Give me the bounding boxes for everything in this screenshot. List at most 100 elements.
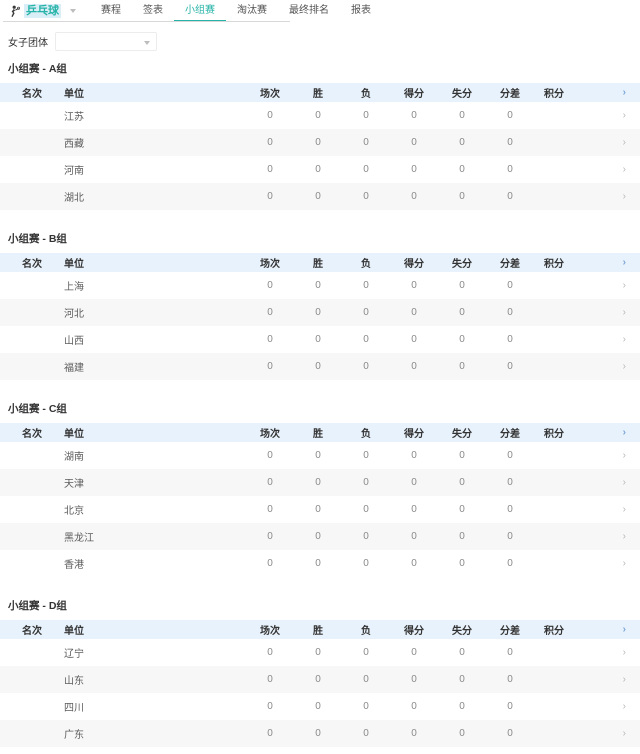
- team-matches: 0: [267, 450, 273, 461]
- table-tennis-player-icon: [7, 5, 20, 18]
- team-row[interactable]: 香港 0 0 0 0 0 0 ›: [0, 550, 640, 577]
- chevron-right-icon[interactable]: ›: [622, 646, 626, 658]
- chevron-right-icon[interactable]: ›: [622, 503, 626, 515]
- team-row[interactable]: 广东 0 0 0 0 0 0 ›: [0, 720, 640, 747]
- team-row[interactable]: 湖南 0 0 0 0 0 0 ›: [0, 442, 640, 469]
- team-row[interactable]: 上海 0 0 0 0 0 0 ›: [0, 272, 640, 299]
- col-header-losses: 负: [361, 626, 371, 637]
- team-row[interactable]: 北京 0 0 0 0 0 0 ›: [0, 496, 640, 523]
- team-points-for: 0: [411, 504, 417, 515]
- group-rows: 上海 0 0 0 0 0 0 › 河北 0 0 0 0 0 0 › 山西 0 0…: [0, 272, 640, 380]
- team-losses: 0: [363, 558, 369, 569]
- team-name: 广东: [64, 730, 84, 741]
- top-navbar: 乒乓球 赛程 签表 小组赛 淘汰赛 最终排名 报表: [0, 0, 640, 22]
- col-header-team: 单位: [64, 429, 84, 440]
- chevron-right-icon[interactable]: ›: [622, 360, 626, 372]
- team-row[interactable]: 辽宁 0 0 0 0 0 0 ›: [0, 639, 640, 666]
- event-filter-label: 女子团体: [8, 38, 48, 49]
- team-row[interactable]: 湖北 0 0 0 0 0 0 ›: [0, 183, 640, 210]
- team-row[interactable]: 四川 0 0 0 0 0 0 ›: [0, 693, 640, 720]
- chevron-right-icon[interactable]: ›: [622, 190, 626, 202]
- chevron-right-icon[interactable]: ›: [622, 279, 626, 291]
- col-header-points: 积分: [544, 259, 564, 270]
- team-row[interactable]: 山西 0 0 0 0 0 0 ›: [0, 326, 640, 353]
- team-row[interactable]: 澳门 0 0 0 0 0 0 ›: [0, 747, 640, 754]
- nav-tab-1[interactable]: 签表: [143, 5, 163, 16]
- chevron-right-icon[interactable]: ›: [622, 476, 626, 488]
- nav-tab-4[interactable]: 最终排名: [289, 5, 329, 16]
- col-header-team: 单位: [64, 89, 84, 100]
- team-points-against: 0: [459, 280, 465, 291]
- team-point-diff: 0: [507, 164, 513, 175]
- team-point-diff: 0: [507, 531, 513, 542]
- team-losses: 0: [363, 137, 369, 148]
- team-point-diff: 0: [507, 504, 513, 515]
- chevron-right-icon[interactable]: ›: [622, 727, 626, 739]
- team-row[interactable]: 西藏 0 0 0 0 0 0 ›: [0, 129, 640, 156]
- team-losses: 0: [363, 504, 369, 515]
- team-name: 上海: [64, 282, 84, 293]
- chevron-right-icon[interactable]: ›: [622, 530, 626, 542]
- chevron-right-icon[interactable]: ›: [622, 136, 626, 148]
- title-chevron-down-icon: [70, 9, 76, 13]
- team-row[interactable]: 福建 0 0 0 0 0 0 ›: [0, 353, 640, 380]
- chevron-right-icon[interactable]: ›: [622, 333, 626, 345]
- team-points-against: 0: [459, 334, 465, 345]
- nav-tab-2[interactable]: 小组赛: [174, 0, 226, 22]
- team-points-against: 0: [459, 558, 465, 569]
- team-matches: 0: [267, 728, 273, 739]
- team-point-diff: 0: [507, 137, 513, 148]
- chevron-right-icon[interactable]: ›: [622, 449, 626, 461]
- group-rows: 辽宁 0 0 0 0 0 0 › 山东 0 0 0 0 0 0 › 四川 0 0…: [0, 639, 640, 754]
- team-losses: 0: [363, 477, 369, 488]
- team-matches: 0: [267, 701, 273, 712]
- team-points-for: 0: [411, 728, 417, 739]
- col-header-matches: 场次: [260, 626, 280, 637]
- team-wins: 0: [315, 361, 321, 372]
- team-points-for: 0: [411, 361, 417, 372]
- chevron-right-icon[interactable]: ›: [622, 86, 626, 98]
- team-row[interactable]: 黑龙江 0 0 0 0 0 0 ›: [0, 523, 640, 550]
- nav-tab-5[interactable]: 报表: [351, 5, 371, 16]
- team-matches: 0: [267, 191, 273, 202]
- team-row[interactable]: 河北 0 0 0 0 0 0 ›: [0, 299, 640, 326]
- table-header-row: 名次 单位 场次 胜 负 得分 失分 分差 积分 ›: [0, 253, 640, 272]
- chevron-right-icon[interactable]: ›: [622, 426, 626, 438]
- chevron-right-icon[interactable]: ›: [622, 673, 626, 685]
- team-losses: 0: [363, 728, 369, 739]
- sport-selector[interactable]: 乒乓球: [7, 4, 76, 18]
- chevron-right-icon[interactable]: ›: [622, 557, 626, 569]
- chevron-right-icon[interactable]: ›: [622, 256, 626, 268]
- col-header-points-against: 失分: [452, 259, 472, 270]
- team-row[interactable]: 江苏 0 0 0 0 0 0 ›: [0, 102, 640, 129]
- chevron-right-icon[interactable]: ›: [622, 109, 626, 121]
- team-wins: 0: [315, 137, 321, 148]
- chevron-right-icon[interactable]: ›: [622, 306, 626, 318]
- team-points-against: 0: [459, 477, 465, 488]
- team-points-for: 0: [411, 280, 417, 291]
- group-rows: 湖南 0 0 0 0 0 0 › 天津 0 0 0 0 0 0 › 北京 0 0…: [0, 442, 640, 577]
- chevron-right-icon[interactable]: ›: [622, 163, 626, 175]
- col-header-rank: 名次: [22, 429, 42, 440]
- team-points-against: 0: [459, 450, 465, 461]
- event-filter-row: 女子团体: [0, 22, 640, 52]
- team-row[interactable]: 天津 0 0 0 0 0 0 ›: [0, 469, 640, 496]
- col-header-points-for: 得分: [404, 89, 424, 100]
- nav-tab-3[interactable]: 淘汰赛: [237, 5, 267, 16]
- group-title: 小组赛 - B组: [8, 233, 67, 245]
- chevron-right-icon[interactable]: ›: [622, 700, 626, 712]
- team-row[interactable]: 山东 0 0 0 0 0 0 ›: [0, 666, 640, 693]
- team-losses: 0: [363, 361, 369, 372]
- team-point-diff: 0: [507, 307, 513, 318]
- col-header-points-for: 得分: [404, 626, 424, 637]
- col-header-losses: 负: [361, 259, 371, 270]
- team-row[interactable]: 河南 0 0 0 0 0 0 ›: [0, 156, 640, 183]
- chevron-right-icon[interactable]: ›: [622, 623, 626, 635]
- col-header-point-diff: 分差: [500, 89, 520, 100]
- team-point-diff: 0: [507, 558, 513, 569]
- event-select[interactable]: [55, 32, 157, 51]
- team-wins: 0: [315, 674, 321, 685]
- group-rows: 江苏 0 0 0 0 0 0 › 西藏 0 0 0 0 0 0 › 河南 0 0…: [0, 102, 640, 210]
- group-section: 小组赛 - D组 名次 单位 场次 胜 负 得分 失分 分差 积分 › 辽宁 0…: [0, 598, 640, 754]
- nav-tab-0[interactable]: 赛程: [101, 5, 121, 16]
